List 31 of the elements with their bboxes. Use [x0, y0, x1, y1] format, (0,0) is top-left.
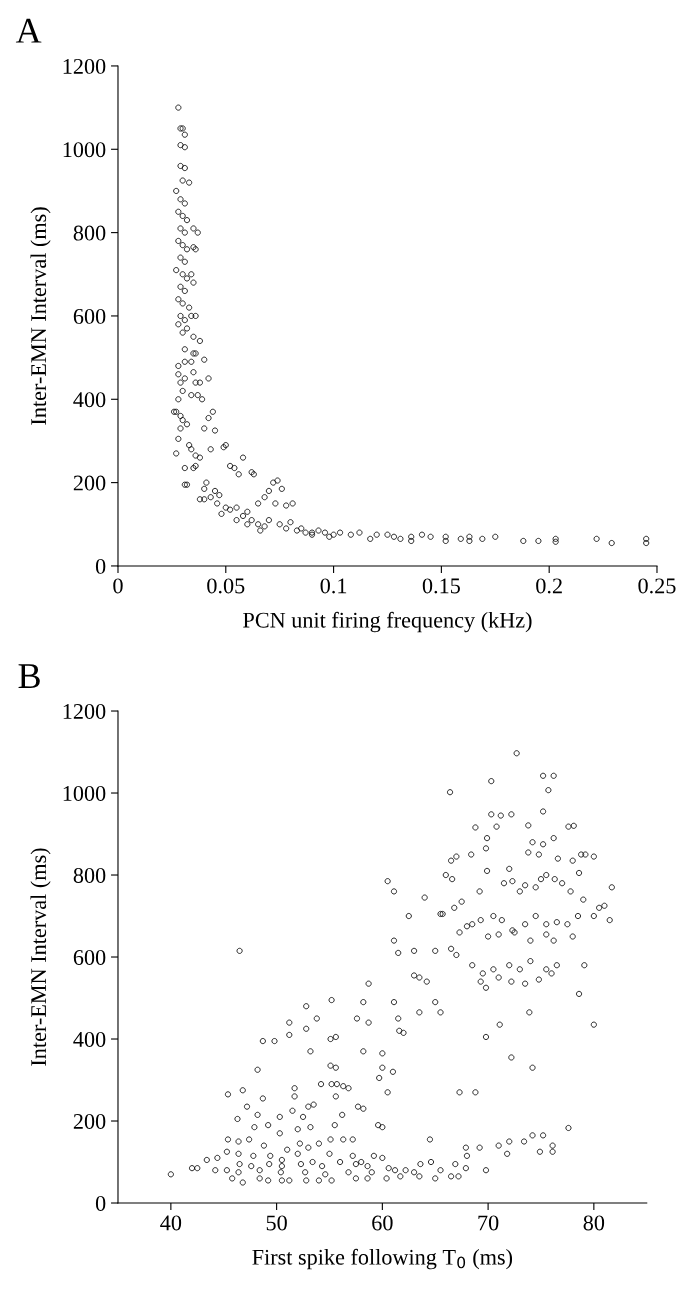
x-tick-label: 0.1 [320, 578, 347, 594]
y-tick-label: 1200 [63, 58, 106, 74]
x-tick-label: 0.25 [638, 578, 676, 594]
x-tick-label: 0.05 [207, 578, 245, 594]
y-tick-label: 400 [73, 1031, 106, 1047]
y-tick-label: 800 [73, 867, 106, 883]
x-tick-label: 0.2 [536, 578, 562, 594]
y-axis-title: Inter-EMN Interval (ms) [30, 848, 51, 1066]
y-tick-label: 800 [73, 225, 106, 241]
y-tick-label: 600 [73, 949, 106, 965]
x-axis-title: First spike following T$_{0}$ (ms) [252, 1248, 513, 1270]
x-tick-label: 70 [478, 1215, 499, 1231]
x-tick-label: 60 [372, 1215, 393, 1231]
x-tick-label: 0 [113, 578, 123, 594]
y-tick-label: 600 [73, 308, 106, 324]
y-tick-label: 1000 [63, 785, 106, 801]
chart-title: A [15, 18, 42, 43]
y-axis-title: Inter-EMN Interval (ms) [30, 207, 51, 425]
x-tick-label: 40 [160, 1215, 182, 1231]
y-tick-label: 0 [95, 558, 106, 574]
x-axis-title: PCN unit firing frequency (kHz) [243, 611, 532, 633]
chart-title: B [18, 664, 40, 689]
x-tick-label: 80 [583, 1215, 605, 1231]
y-tick-label: 200 [73, 1113, 106, 1129]
y-tick-label: 400 [73, 392, 106, 408]
y-tick-label: 200 [73, 475, 106, 491]
x-tick-label: 0.15 [422, 578, 460, 594]
y-tick-label: 1200 [63, 703, 106, 719]
y-tick-label: 0 [95, 1195, 106, 1211]
x-tick-label: 50 [266, 1215, 287, 1231]
y-tick-label: 1000 [63, 142, 106, 158]
